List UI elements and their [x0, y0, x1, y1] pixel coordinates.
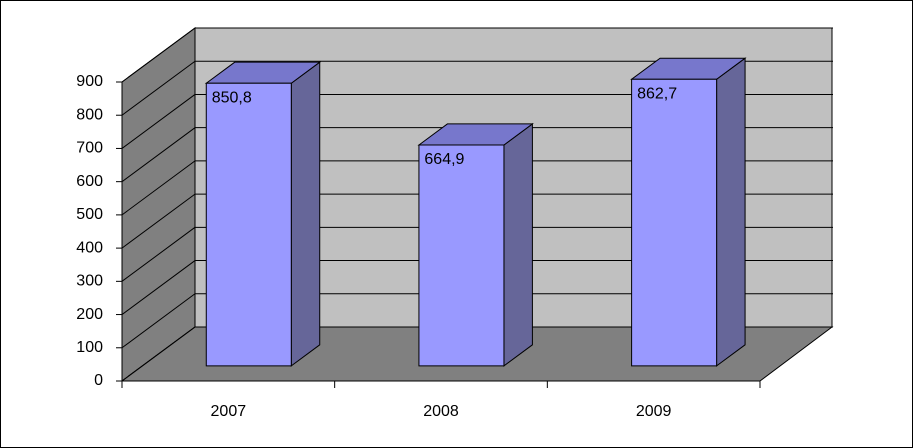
value-label: 664,9: [424, 151, 464, 168]
y-tick-label: 200: [76, 306, 103, 323]
y-tick-label: 0: [94, 372, 103, 389]
y-tick-label: 800: [76, 106, 103, 123]
y-tick-label: 300: [76, 273, 103, 290]
bars: 850,8 664,9 862,7: [204, 57, 747, 367]
x-tick-label: 2009: [636, 403, 672, 420]
grid-line: [121, 127, 196, 183]
y-tick-label: 700: [76, 140, 103, 157]
bar: [205, 82, 292, 367]
grid-line: [121, 260, 196, 315]
grid-line: [121, 94, 196, 149]
y-tick-label: 400: [76, 239, 103, 256]
grid-line: [121, 193, 196, 249]
value-label: 862,7: [637, 85, 677, 102]
y-tick-label: 600: [76, 173, 103, 190]
y-tick-label: 900: [76, 73, 103, 90]
grid-line: [121, 27, 196, 83]
bar: [418, 144, 505, 367]
x-tick-label: 2007: [211, 403, 247, 420]
grid-line: [121, 160, 196, 216]
bar: [631, 78, 718, 367]
y-tick-label: 100: [76, 339, 103, 356]
grid-line: [121, 226, 196, 282]
value-label: 850,8: [212, 89, 252, 106]
grid-line: [121, 326, 196, 382]
grid-line: [121, 60, 196, 116]
bar-side: [290, 61, 321, 367]
bar-side: [503, 122, 533, 367]
x-tick-label: 2008: [423, 403, 459, 420]
grid-line: [121, 293, 196, 349]
y-tick-label: 500: [76, 206, 103, 223]
side-wall: [121, 27, 196, 382]
bar-side: [716, 57, 746, 367]
